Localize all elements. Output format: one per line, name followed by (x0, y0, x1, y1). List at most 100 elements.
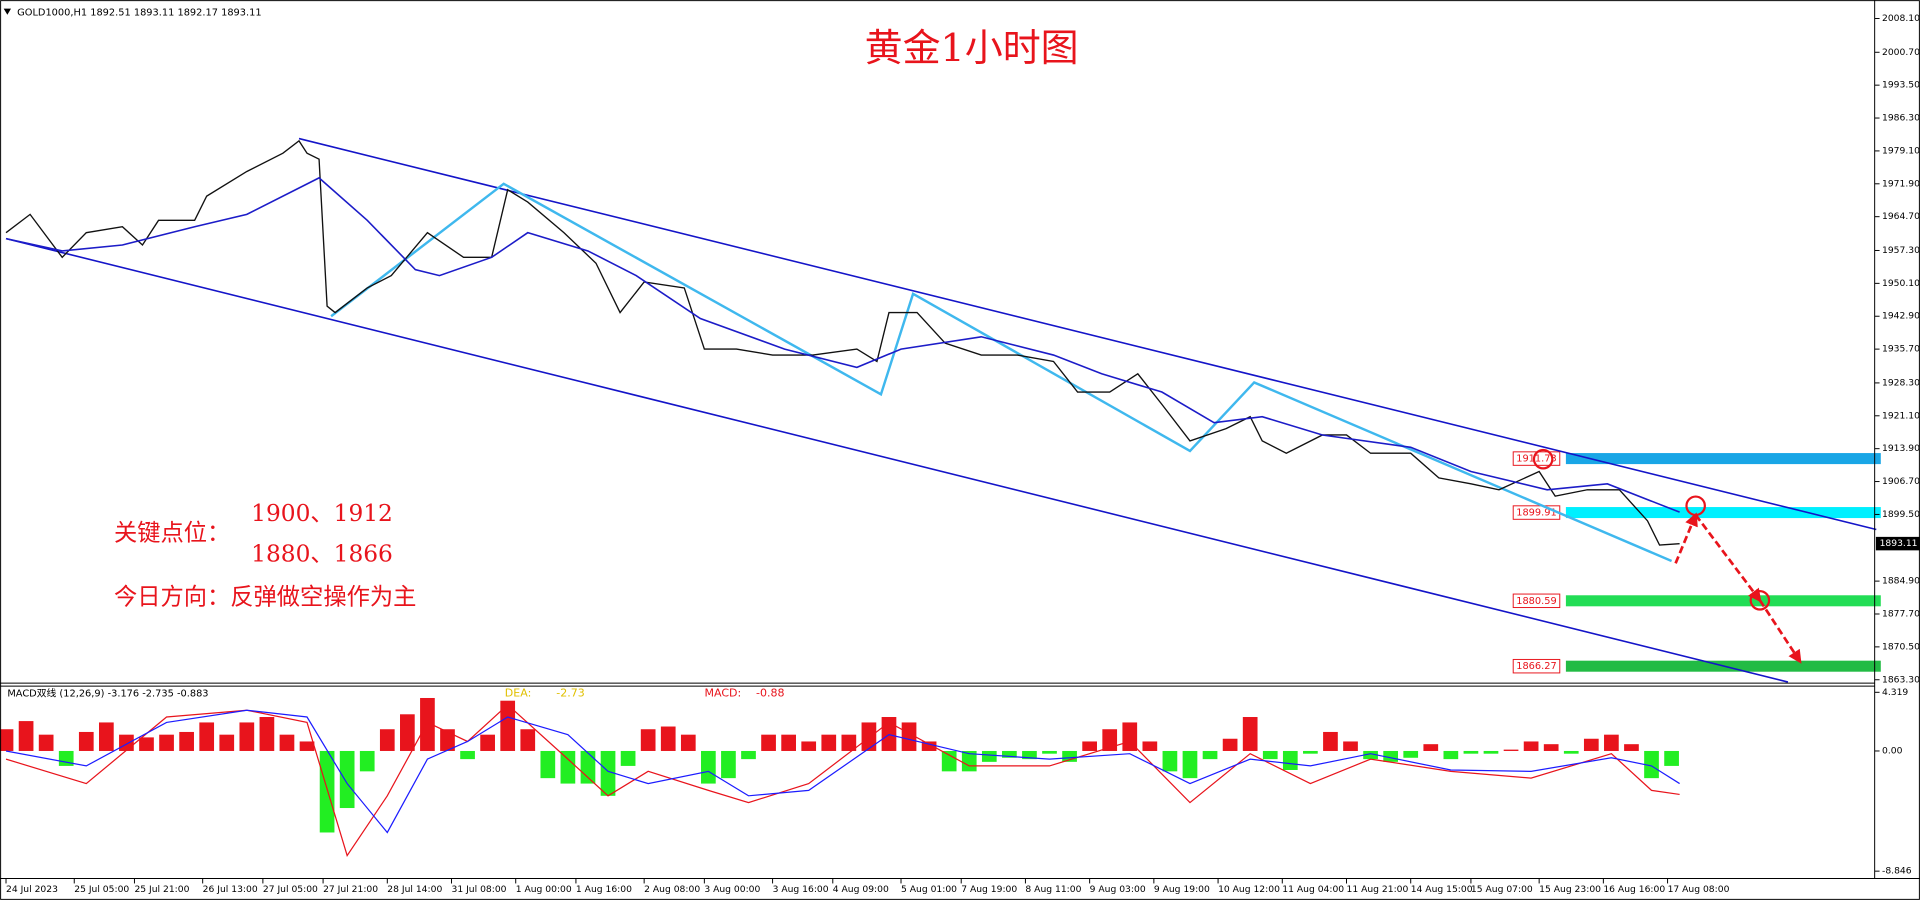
histogram-bar (781, 734, 796, 751)
marker-circle (1749, 589, 1771, 611)
histogram-bar (159, 734, 174, 751)
histogram-bar (1644, 750, 1659, 779)
histogram-bar (440, 729, 455, 751)
y-tick-label: 1906.70 (1882, 476, 1920, 487)
histogram-bar (0, 729, 14, 751)
x-tick-label: 27 Jul 21:00 (323, 884, 378, 895)
histogram-bar (1202, 750, 1218, 760)
plot-layer: 1911.73 1899.91 1880.59 1866.27 (0, 137, 1881, 857)
annotation: 今日方向：反弹做空操作为主 (114, 583, 416, 610)
histogram-bar (179, 731, 194, 751)
indicator-value: -2.73 (556, 687, 585, 700)
histogram-bar (1022, 750, 1037, 760)
histogram-bar (861, 722, 877, 751)
histogram-bar (420, 697, 435, 751)
y-tick-label: 1979.10 (1882, 145, 1920, 156)
histogram-bar (701, 750, 716, 784)
marker-circle (1532, 448, 1554, 470)
histogram-bar (1102, 729, 1118, 751)
histogram-bar (1142, 741, 1158, 751)
x-tick-label: 2 Aug 08:00 (644, 884, 700, 895)
y-tick-label: 1986.30 (1882, 113, 1920, 124)
annotation: 关键点位： (114, 520, 230, 547)
histogram-bar (1343, 741, 1358, 751)
histogram-bar (1062, 750, 1077, 762)
x-tick-label: 15 Aug 07:00 (1471, 884, 1533, 895)
histogram-bar (279, 734, 295, 751)
histogram-bar (761, 734, 776, 751)
histogram-bar (1503, 749, 1519, 751)
y-tick-label: 1964.70 (1882, 211, 1920, 222)
price-line (5, 139, 1680, 546)
moving-average (5, 176, 1680, 513)
y-tick-label: 0.00 (1882, 745, 1903, 756)
histogram-bar (1042, 750, 1057, 754)
chart-title: 黄金1小时图 (865, 26, 1079, 70)
trend-line (298, 137, 1877, 531)
histogram-bar (1162, 750, 1178, 772)
histogram-bar (1262, 750, 1278, 760)
y-tick-label: -8.846 (1882, 866, 1912, 877)
macd-line (5, 709, 1680, 834)
histogram-bar (299, 741, 315, 751)
histogram-bar (1624, 744, 1639, 751)
x-tick-label: 15 Aug 23:00 (1539, 884, 1601, 895)
histogram-bar (319, 750, 335, 833)
marker-circle (1685, 495, 1706, 517)
histogram-bar (1363, 750, 1378, 760)
last-price-label: 1893.11 (1880, 538, 1918, 549)
menu-arrow[interactable] (3, 8, 12, 15)
histogram-bar (239, 722, 255, 751)
indicator-label: DEA: (505, 687, 532, 700)
x-tick-label: 24 Jul 2023 (6, 884, 58, 895)
histogram-bar (580, 750, 596, 784)
x-tick-label: 25 Jul 05:00 (74, 884, 129, 895)
histogram-bar (1583, 738, 1599, 751)
histogram-bar (841, 734, 857, 751)
x-tick-label: 9 Aug 19:00 (1154, 884, 1210, 895)
x-tick-label: 4 Aug 09:00 (833, 884, 889, 895)
x-tick-label: 9 Aug 03:00 (1090, 884, 1146, 895)
histogram-bar (520, 729, 536, 751)
x-tick-label: 27 Jul 05:00 (263, 884, 318, 895)
level-label: 1899.91 (1516, 508, 1557, 519)
histogram-bar (981, 750, 997, 762)
level-label: 1880.59 (1516, 596, 1557, 607)
level-label-box (1512, 593, 1561, 609)
x-tick-label: 26 Jul 13:00 (203, 884, 258, 895)
histogram-bar (1483, 750, 1499, 754)
histogram-bar (1082, 741, 1097, 751)
histogram-bar (139, 737, 154, 751)
y-tick-label: 1863.30 (1882, 674, 1920, 685)
x-tick-label: 5 Aug 01:00 (901, 884, 957, 895)
histogram-bar (600, 750, 616, 796)
histogram-bar (1323, 731, 1338, 751)
forecast-arrow (1758, 599, 1802, 664)
histogram-bar (379, 729, 395, 751)
y-tick-label: 4.319 (1882, 687, 1908, 698)
histogram-bar (199, 722, 215, 751)
y-tick-label: 1950.10 (1882, 278, 1920, 289)
histogram-bar (1604, 734, 1619, 751)
y-tick-label: 1928.30 (1882, 377, 1920, 388)
histogram-bar (901, 722, 917, 751)
y-tick-label: 1993.50 (1882, 80, 1920, 91)
x-tick-label: 3 Aug 16:00 (773, 884, 829, 895)
histogram-bar (741, 750, 756, 760)
histogram-bar (560, 750, 576, 784)
histogram-bar (38, 734, 54, 751)
histogram-bar (1282, 750, 1298, 770)
x-tick-label: 16 Aug 16:00 (1603, 884, 1665, 895)
histogram-bar (721, 750, 736, 779)
histogram-bar (219, 734, 235, 751)
histogram-bar (1523, 741, 1539, 751)
histogram-bar (1543, 744, 1559, 751)
y-tick-label: 1971.90 (1882, 178, 1920, 189)
forecast-arrow (1694, 514, 1762, 603)
trend-line (5, 237, 1789, 683)
y-tick-label: 1913.90 (1882, 443, 1920, 454)
indicator-title: MACD双线 (12,26,9) -3.176 -2.735 -0.883 (7, 687, 208, 700)
histogram-bar (1182, 750, 1198, 779)
